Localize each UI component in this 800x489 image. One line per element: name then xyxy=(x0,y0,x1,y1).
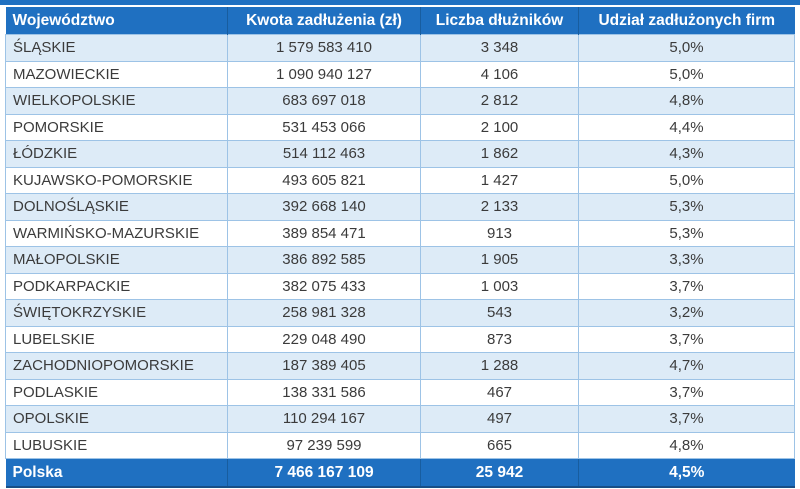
cell-kwota-zadluzenia: 382 075 433 xyxy=(227,272,421,300)
cell-udzial-zadluzonych-firm: 4,7% xyxy=(578,352,795,380)
cell-udzial-zadluzonych-firm: 5,0% xyxy=(578,60,795,88)
cell-wojewodztwo: PODLASKIE xyxy=(5,378,228,406)
cell-wojewodztwo: WARMIŃSKO-MAZURSKIE xyxy=(5,219,228,247)
cell-wojewodztwo: MAZOWIECKIE xyxy=(5,60,228,88)
top-border-strip xyxy=(0,0,800,5)
cell-wojewodztwo: OPOLSKIE xyxy=(5,405,228,433)
cell-kwota-zadluzenia: 187 389 405 xyxy=(227,352,421,380)
cell-wojewodztwo: MAŁOPOLSKIE xyxy=(5,246,228,274)
cell-wojewodztwo: ZACHODNIOPOMORSKIE xyxy=(5,352,228,380)
cell-wojewodztwo: KUJAWSKO-POMORSKIE xyxy=(5,166,228,194)
cell-wojewodztwo: WIELKOPOLSKIE xyxy=(5,87,228,115)
cell-udzial-zadluzonych-firm: 5,0% xyxy=(578,34,795,62)
cell-wojewodztwo: DOLNOŚLĄSKIE xyxy=(5,193,228,221)
cell-udzial-zadluzonych-firm: 3,7% xyxy=(578,405,795,433)
cell-kwota-zadluzenia: 110 294 167 xyxy=(227,405,421,433)
cell-wojewodztwo: LUBUSKIE xyxy=(5,431,228,459)
cell-kwota-zadluzenia: 514 112 463 xyxy=(227,140,421,168)
cell-liczba-dluznikow: 2 133 xyxy=(420,193,579,221)
footer-cell-udzial-zadluzonych-firm: 4,5% xyxy=(578,458,795,488)
cell-wojewodztwo: ŁÓDZKIE xyxy=(5,140,228,168)
cell-kwota-zadluzenia: 493 605 821 xyxy=(227,166,421,194)
cell-liczba-dluznikow: 1 003 xyxy=(420,272,579,300)
cell-kwota-zadluzenia: 531 453 066 xyxy=(227,113,421,141)
cell-udzial-zadluzonych-firm: 3,3% xyxy=(578,246,795,274)
table-row: OPOLSKIE 110 294 167 497 3,7% xyxy=(5,405,795,433)
cell-liczba-dluznikow: 1 862 xyxy=(420,140,579,168)
table-body: ŚLĄSKIE 1 579 583 410 3 348 5,0% MAZOWIECKIE… xyxy=(5,34,795,459)
cell-udzial-zadluzonych-firm: 3,2% xyxy=(578,299,795,327)
cell-liczba-dluznikow: 2 812 xyxy=(420,87,579,115)
column-header-liczba-dluznikow: Liczba dłużników xyxy=(420,7,579,35)
cell-liczba-dluznikow: 497 xyxy=(420,405,579,433)
table-row: ZACHODNIOPOMORSKIE 187 389 405 1 288 4,7% xyxy=(5,352,795,380)
column-header-kwota-zadluzenia: Kwota zadłużenia (zł) xyxy=(227,7,421,35)
cell-wojewodztwo: ŚLĄSKIE xyxy=(5,34,228,62)
voivodeship-debt-table: Województwo Kwota zadłużenia (zł) Liczba d… xyxy=(5,7,795,488)
cell-kwota-zadluzenia: 389 854 471 xyxy=(227,219,421,247)
footer-cell-wojewodztwo: Polska xyxy=(5,458,228,488)
cell-udzial-zadluzonych-firm: 5,3% xyxy=(578,193,795,221)
cell-kwota-zadluzenia: 392 668 140 xyxy=(227,193,421,221)
cell-liczba-dluznikow: 913 xyxy=(420,219,579,247)
cell-wojewodztwo: LUBELSKIE xyxy=(5,325,228,353)
table-row: WARMIŃSKO-MAZURSKIE 389 854 471 913 5,3% xyxy=(5,219,795,247)
cell-liczba-dluznikow: 2 100 xyxy=(420,113,579,141)
table-row: POMORSKIE 531 453 066 2 100 4,4% xyxy=(5,113,795,141)
cell-udzial-zadluzonych-firm: 4,3% xyxy=(578,140,795,168)
cell-liczba-dluznikow: 1 905 xyxy=(420,246,579,274)
cell-udzial-zadluzonych-firm: 3,7% xyxy=(578,272,795,300)
table-row: KUJAWSKO-POMORSKIE 493 605 821 1 427 5,0% xyxy=(5,166,795,194)
cell-liczba-dluznikow: 1 288 xyxy=(420,352,579,380)
cell-kwota-zadluzenia: 1 579 583 410 xyxy=(227,34,421,62)
cell-udzial-zadluzonych-firm: 3,7% xyxy=(578,378,795,406)
cell-liczba-dluznikow: 4 106 xyxy=(420,60,579,88)
table-row: PODKARPACKIE 382 075 433 1 003 3,7% xyxy=(5,272,795,300)
cell-liczba-dluznikow: 665 xyxy=(420,431,579,459)
cell-kwota-zadluzenia: 386 892 585 xyxy=(227,246,421,274)
cell-liczba-dluznikow: 1 427 xyxy=(420,166,579,194)
cell-wojewodztwo: PODKARPACKIE xyxy=(5,272,228,300)
table-row: ŚWIĘTOKRZYSKIE 258 981 328 543 3,2% xyxy=(5,299,795,327)
cell-kwota-zadluzenia: 138 331 586 xyxy=(227,378,421,406)
table-row: ŁÓDZKIE 514 112 463 1 862 4,3% xyxy=(5,140,795,168)
cell-kwota-zadluzenia: 97 239 599 xyxy=(227,431,421,459)
cell-kwota-zadluzenia: 229 048 490 xyxy=(227,325,421,353)
table-row: LUBUSKIE 97 239 599 665 4,8% xyxy=(5,431,795,459)
table-row: MAŁOPOLSKIE 386 892 585 1 905 3,3% xyxy=(5,246,795,274)
table-row: ŚLĄSKIE 1 579 583 410 3 348 5,0% xyxy=(5,34,795,62)
table-row: PODLASKIE 138 331 586 467 3,7% xyxy=(5,378,795,406)
cell-udzial-zadluzonych-firm: 4,8% xyxy=(578,87,795,115)
cell-wojewodztwo: ŚWIĘTOKRZYSKIE xyxy=(5,299,228,327)
cell-kwota-zadluzenia: 683 697 018 xyxy=(227,87,421,115)
footer-cell-liczba-dluznikow: 25 942 xyxy=(420,458,579,488)
column-header-udzial-zadluzonych-firm: Udział zadłużonych firm xyxy=(578,7,795,35)
cell-liczba-dluznikow: 873 xyxy=(420,325,579,353)
cell-liczba-dluznikow: 3 348 xyxy=(420,34,579,62)
cell-udzial-zadluzonych-firm: 5,3% xyxy=(578,219,795,247)
table-row: DOLNOŚLĄSKIE 392 668 140 2 133 5,3% xyxy=(5,193,795,221)
cell-udzial-zadluzonych-firm: 5,0% xyxy=(578,166,795,194)
cell-kwota-zadluzenia: 258 981 328 xyxy=(227,299,421,327)
cell-udzial-zadluzonych-firm: 3,7% xyxy=(578,325,795,353)
footer-cell-kwota-zadluzenia: 7 466 167 109 xyxy=(227,458,421,488)
header-row: Województwo Kwota zadłużenia (zł) Liczba d… xyxy=(5,7,795,35)
cell-liczba-dluznikow: 467 xyxy=(420,378,579,406)
cell-wojewodztwo: POMORSKIE xyxy=(5,113,228,141)
cell-udzial-zadluzonych-firm: 4,4% xyxy=(578,113,795,141)
footer-row-polska: Polska 7 466 167 109 25 942 4,5% xyxy=(5,458,795,488)
table-row: MAZOWIECKIE 1 090 940 127 4 106 5,0% xyxy=(5,60,795,88)
table-row: WIELKOPOLSKIE 683 697 018 2 812 4,8% xyxy=(5,87,795,115)
table-row: LUBELSKIE 229 048 490 873 3,7% xyxy=(5,325,795,353)
cell-liczba-dluznikow: 543 xyxy=(420,299,579,327)
cell-kwota-zadluzenia: 1 090 940 127 xyxy=(227,60,421,88)
cell-udzial-zadluzonych-firm: 4,8% xyxy=(578,431,795,459)
column-header-wojewodztwo: Województwo xyxy=(5,7,228,35)
